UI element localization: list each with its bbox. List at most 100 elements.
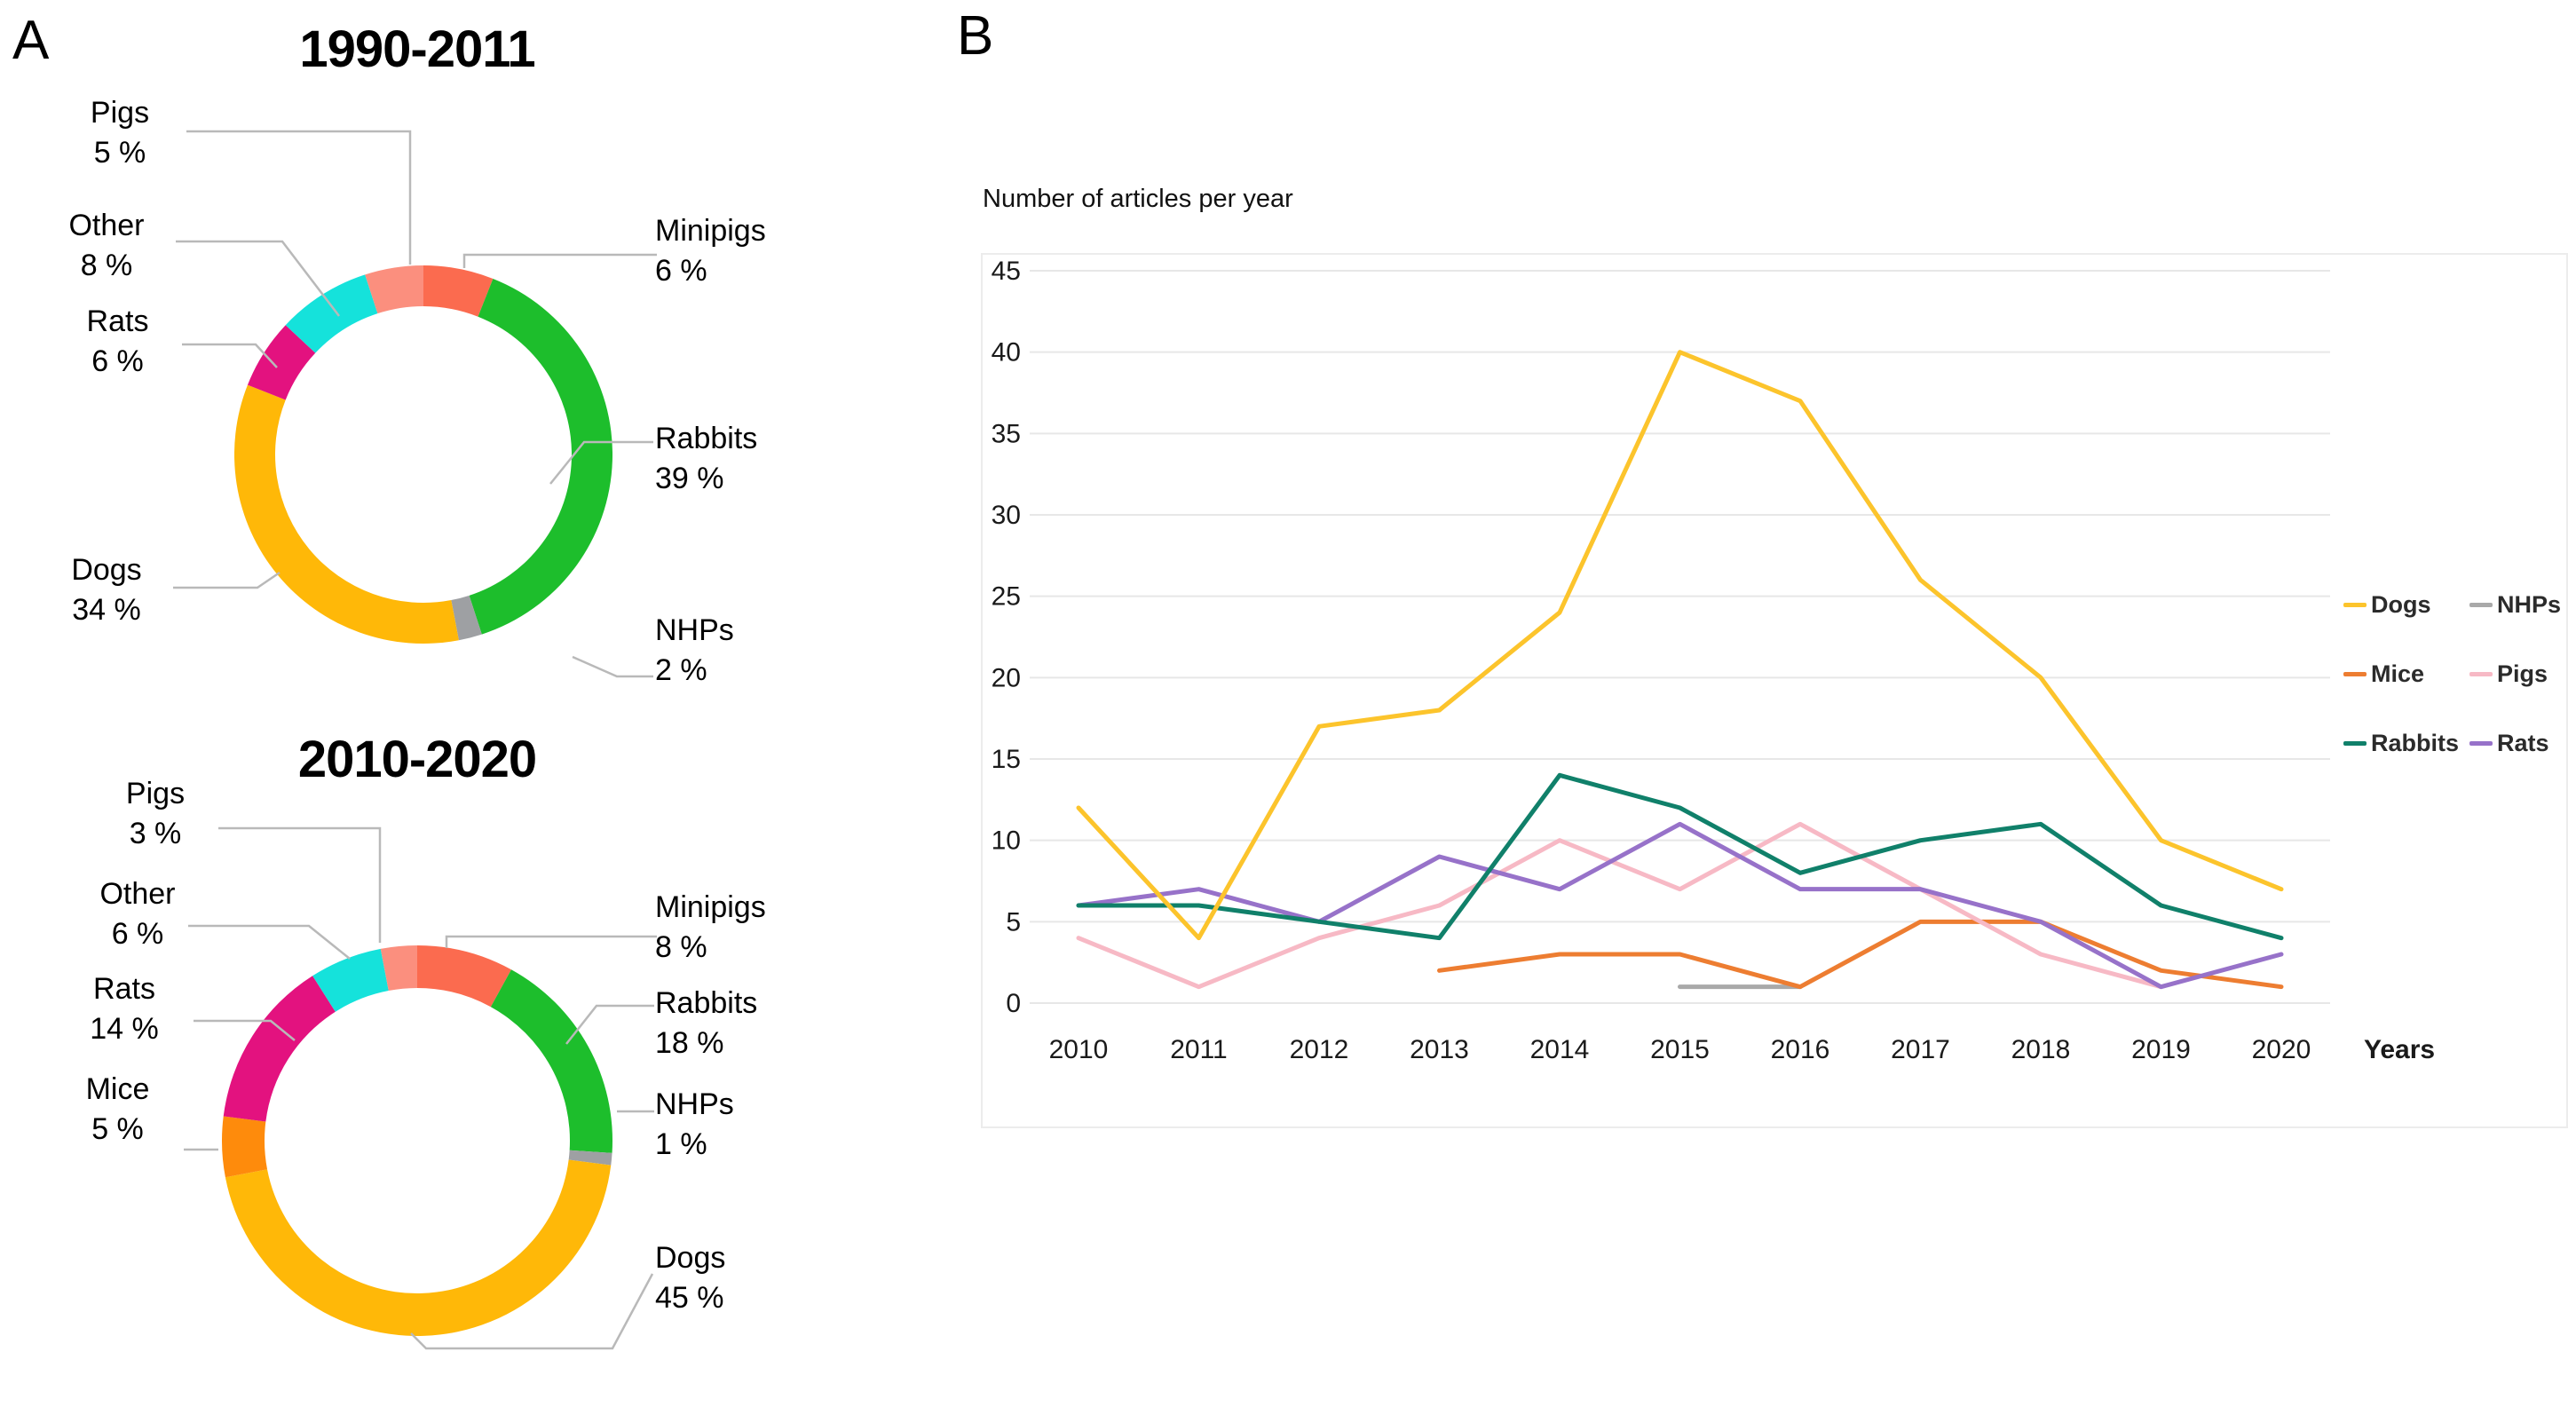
donut1-title: 1990-2011 (299, 20, 535, 78)
leader-d1-other (176, 240, 340, 317)
donut2-label-mice-value: 5 % (91, 1111, 144, 1146)
donut-segment-rabbits (469, 278, 612, 635)
donut1-label-pigs-value: 5 % (93, 135, 146, 170)
donut1-label-nhps: NHPs 2 % (655, 611, 833, 691)
legend-item-rabbits: Rabbits (2343, 730, 2459, 757)
line-chart-title: Number of articles per year (983, 185, 1293, 213)
donut-segment-other (312, 948, 389, 1012)
donut1-label-rats-name: Rats (86, 304, 149, 338)
legend-key-dogs (2343, 603, 2367, 607)
y-tick-45: 45 (992, 257, 1021, 286)
donut1-label-other-value: 8 % (80, 248, 133, 282)
x-tick-2010: 2010 (1049, 1035, 1109, 1064)
legend-item-dogs: Dogs (2343, 591, 2431, 619)
donut2-title: 2010-2020 (297, 731, 537, 788)
y-tick-0: 0 (1006, 989, 1021, 1018)
donut2-label-rabbits-name: Rabbits (655, 986, 758, 1020)
x-tick-2016: 2016 (1771, 1035, 1830, 1064)
donut1-label-rats: Rats 6 % (53, 302, 182, 382)
line-chart: 0 5 10 15 20 25 30 35 40 45 2010 2011 2012 2013 2014 20… (981, 253, 2568, 1128)
donut-segment-minipigs (423, 265, 494, 317)
donut-segment-mice (222, 1116, 268, 1178)
line-chart-legend: Dogs NHPs Mice Pigs Rabbits Rats (2343, 591, 2576, 804)
series-line-rats (1076, 821, 2284, 990)
donut1-label-minipigs-value: 6 % (655, 253, 707, 288)
legend-key-rats (2469, 741, 2493, 746)
leader-d2-minipigs (445, 935, 657, 948)
donut1-label-dogs: Dogs 34 % (44, 550, 169, 630)
donut-chart-2010-2020 (222, 945, 612, 1336)
donut1-label-minipigs-name: Minipigs (655, 214, 766, 248)
y-tick-20: 20 (992, 663, 1021, 692)
donut2-label-minipigs-name: Minipigs (655, 890, 766, 924)
panel-b-label: B (957, 5, 994, 67)
series-line-dogs (1076, 350, 2284, 941)
donut2-label-nhps-name: NHPs (655, 1087, 734, 1121)
leader-d1-dogs (173, 571, 281, 589)
legend-item-mice: Mice (2343, 660, 2424, 688)
donut2-label-minipigs-value: 8 % (655, 929, 707, 964)
legend-item-rats: Rats (2469, 730, 2549, 757)
donut2-label-nhps: NHPs 1 % (655, 1085, 833, 1165)
legend-key-nhps (2469, 603, 2493, 607)
x-tick-2014: 2014 (1530, 1035, 1590, 1064)
x-tick-2012: 2012 (1290, 1035, 1349, 1064)
legend-key-pigs (2469, 672, 2493, 676)
donut1-label-nhps-value: 2 % (655, 652, 707, 687)
leader-d1-pigs (186, 130, 412, 265)
y-tick-15: 15 (992, 745, 1021, 774)
donut-chart-1990-2011 (234, 265, 612, 644)
donut2-label-mice: Mice 5 % (53, 1070, 182, 1150)
legend-item-nhps: NHPs (2469, 591, 2561, 619)
donut1-label-pigs: Pigs 5 % (58, 93, 182, 173)
legend-key-mice (2343, 672, 2367, 676)
series-line-rabbits (1076, 772, 2284, 941)
x-tick-2015: 2015 (1650, 1035, 1710, 1064)
y-tick-5: 5 (1006, 907, 1021, 937)
donut2-label-dogs: Dogs 45 % (655, 1238, 833, 1318)
donut2-label-rats: Rats 14 % (53, 969, 195, 1049)
series-line-mice (1437, 919, 2284, 990)
leader-d2-rabbits (565, 1004, 654, 1045)
donut2-label-pigs-value: 3 % (129, 816, 182, 850)
x-axis-label: Years (2364, 1035, 2435, 1064)
leader-d1-minipigs (462, 253, 657, 268)
donut-segment-rabbits (490, 969, 612, 1153)
x-tick-2013: 2013 (1410, 1035, 1469, 1064)
legend-label-dogs: Dogs (2371, 591, 2431, 618)
donut2-label-mice-name: Mice (85, 1072, 150, 1106)
leader-d1-nhps (572, 655, 653, 678)
donut-segment-dogs (225, 1159, 612, 1336)
donut2-label-minipigs: Minipigs 8 % (655, 888, 833, 968)
donut2-label-other-name: Other (99, 877, 176, 911)
donut2-label-rats-value: 14 % (90, 1011, 159, 1046)
donut2-label-nhps-value: 1 % (655, 1126, 707, 1161)
x-tick-2011: 2011 (1170, 1035, 1228, 1064)
donut-segment-nhps (451, 595, 482, 641)
leader-d1-rats (182, 343, 278, 368)
donut1-label-other-name: Other (68, 209, 145, 242)
donut1-label-rabbits: Rabbits 39 % (655, 419, 833, 499)
legend-label-pigs: Pigs (2497, 660, 2548, 687)
leader-d2-rats (194, 1019, 296, 1041)
donut-segment-pigs (365, 265, 423, 314)
series-line-pigs (1076, 821, 2163, 990)
donut2-label-other: Other 6 % (71, 874, 204, 954)
leader-d2-pigs (218, 826, 382, 943)
donut1-label-pigs-name: Pigs (90, 96, 150, 130)
y-tick-35: 35 (992, 419, 1021, 448)
leader-d2-other (188, 924, 351, 960)
donut2-label-rats-name: Rats (93, 972, 155, 1006)
donut1-label-nhps-name: NHPs (655, 613, 734, 647)
donut2-label-rabbits-value: 18 % (655, 1025, 724, 1060)
y-tick-25: 25 (992, 582, 1021, 612)
donut-segment-rats (223, 976, 336, 1122)
legend-key-rabbits (2343, 741, 2367, 746)
donut1-label-other: Other 8 % (40, 206, 173, 286)
donut2-label-rabbits: Rabbits 18 % (655, 984, 833, 1063)
y-tick-10: 10 (992, 826, 1021, 856)
legend-item-pigs: Pigs (2469, 660, 2548, 688)
y-tick-40: 40 (992, 338, 1021, 368)
chart-frame (981, 253, 2568, 1128)
panel-a-label: A (12, 10, 50, 71)
